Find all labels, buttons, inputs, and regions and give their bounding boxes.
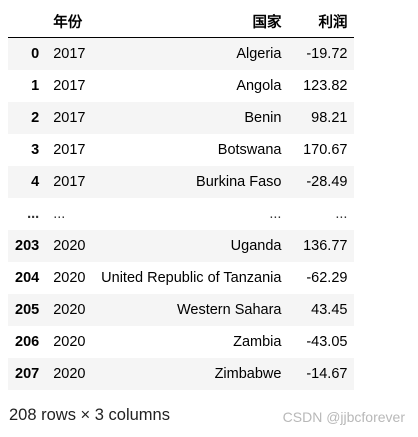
profit-cell: 136.77	[303, 238, 348, 254]
table-row: 203 2020 Uganda 136.77	[8, 230, 355, 262]
year-cell: 2020	[53, 302, 86, 318]
profit-cell: -19.72	[306, 46, 348, 62]
row-index: 205	[15, 302, 40, 318]
profit-cell: 170.67	[303, 142, 348, 158]
year-cell: ...	[53, 206, 66, 222]
row-index: 206	[15, 334, 40, 350]
row-index: 203	[15, 238, 40, 254]
country-cell: Zambia	[233, 334, 282, 350]
country-cell: Western Sahara	[176, 302, 282, 318]
year-cell: 2020	[53, 366, 86, 382]
row-index: ...	[27, 206, 40, 222]
dataframe-shape-note: 208 rows × 3 columns	[9, 406, 170, 424]
profit-cell: 123.82	[303, 78, 348, 94]
table-row: 206 2020 Zambia -43.05	[8, 326, 354, 358]
ellipsis-row: ... ... ... ...	[8, 198, 354, 230]
profit-cell: -62.29	[306, 270, 348, 286]
country-cell: ...	[269, 206, 282, 222]
country-cell: Burkina Faso	[196, 174, 282, 190]
year-cell: 2017	[53, 110, 86, 126]
profit-cell: 43.45	[311, 302, 348, 318]
dataframe-table: 年份 国家 利润 0 2017 Algeria -19.72 1 2017 An…	[8, 5, 355, 390]
year-cell: 2017	[53, 142, 86, 158]
table-row: 207 2020 Zimbabwe -14.67	[8, 358, 355, 390]
table-row: 0 2017 Algeria -19.72	[8, 37, 355, 70]
year-column-header: 年份	[46, 5, 93, 38]
table-row: 205 2020 Western Sahara 43.45	[8, 294, 355, 326]
profit-column-header: 利润	[288, 5, 355, 38]
year-cell: 2020	[53, 334, 86, 350]
profit-cell: -28.49	[306, 174, 348, 190]
row-index: 207	[15, 366, 40, 382]
country-cell: Zimbabwe	[214, 366, 282, 382]
watermark: CSDN @jjbcforever	[282, 409, 405, 425]
table-row: 204 2020 United Republic of Tanzania -62…	[8, 262, 354, 294]
country-column-header: 国家	[92, 5, 289, 38]
row-index: 4	[31, 174, 40, 190]
table-row: 4 2017 Burkina Faso -28.49	[8, 166, 355, 198]
profit-cell: -43.05	[306, 334, 348, 350]
row-index: 1	[31, 78, 40, 94]
country-cell: Angola	[236, 78, 282, 94]
year-cell: 2020	[53, 238, 86, 254]
year-cell: 2020	[53, 270, 86, 286]
year-cell: 2017	[53, 174, 86, 190]
profit-cell: ...	[335, 206, 348, 222]
table-header: 年份 国家 利润	[8, 5, 355, 38]
year-cell: 2017	[53, 78, 86, 94]
profit-cell: -14.67	[306, 366, 348, 382]
year-cell: 2017	[53, 46, 86, 62]
table-body: 0 2017 Algeria -19.72 1 2017 Angola 123.…	[8, 37, 355, 390]
table-row: 1 2017 Angola 123.82	[8, 70, 354, 102]
country-cell: Uganda	[230, 238, 282, 254]
index-header	[8, 5, 47, 38]
row-index: 204	[15, 270, 40, 286]
country-cell: United Republic of Tanzania	[101, 270, 282, 286]
table-row: 2 2017 Benin 98.21	[8, 102, 355, 134]
country-cell: Algeria	[236, 46, 282, 62]
row-index: 3	[31, 142, 40, 158]
table-row: 3 2017 Botswana 170.67	[8, 134, 354, 166]
header-row: 年份 国家 利润	[8, 5, 355, 38]
row-index: 2	[31, 110, 40, 126]
profit-cell: 98.21	[311, 110, 348, 126]
country-cell: Benin	[244, 110, 282, 126]
row-index: 0	[31, 46, 40, 62]
country-cell: Botswana	[217, 142, 282, 158]
